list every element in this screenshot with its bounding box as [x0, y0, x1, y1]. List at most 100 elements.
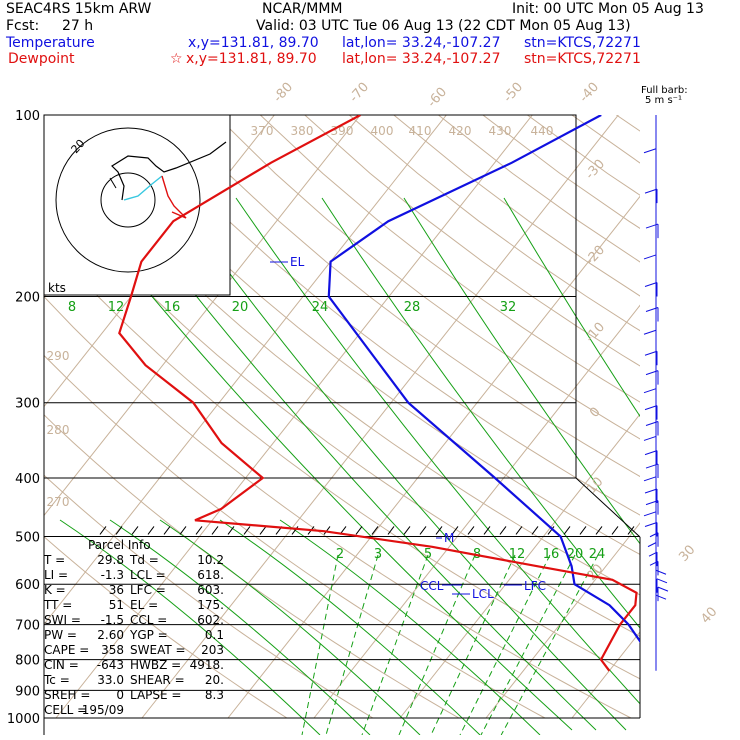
parcel-info-title: Parcel Info — [88, 538, 151, 552]
temperature-xy: x,y=131.81, 89.70 — [188, 35, 319, 51]
temperature-latlon: lat,lon= 33.24,-107.27 — [342, 35, 501, 51]
hatch-mark — [563, 526, 571, 535]
sounding-series — [118, 115, 640, 672]
hatch-mark — [419, 526, 427, 535]
mixing-ratio-label: 28 — [404, 300, 421, 315]
parcel-key-2: SHEAR = — [130, 673, 185, 687]
parcel-row: SREH = 0 LAPSE = 8.3 — [44, 688, 230, 703]
isotherm-line — [55, 115, 533, 719]
dewpoint-stn: stn=KTCS,72271 — [524, 51, 641, 67]
isotherm-label: 30 — [676, 542, 698, 564]
mixing-ratio-label: 20 — [232, 300, 249, 315]
hatch-mark — [291, 526, 299, 535]
parcel-key-2: EL = — [130, 598, 159, 612]
dry-adiabat-line — [304, 115, 640, 367]
parcel-key-2: LCL = — [130, 568, 166, 582]
dry-adiabat-line — [126, 115, 640, 516]
isotherm-line — [141, 115, 619, 719]
isotherm-label: -80 — [271, 80, 296, 106]
dry-adiabat-line — [259, 115, 640, 403]
hatch-mark — [531, 526, 539, 535]
hodograph-ring-inner — [100, 172, 156, 228]
pressure-label: 900 — [15, 684, 40, 699]
dewpoint-marker-icon: ☆ — [170, 51, 183, 67]
parcel-value-2: 4918. — [189, 658, 224, 672]
isotherm-line — [399, 413, 640, 719]
moist-adiabat-line — [59, 519, 321, 735]
wind-barb-flag — [643, 254, 657, 260]
moist-adiabat-line — [235, 197, 640, 705]
wind-barb-flag — [644, 450, 658, 456]
fcst-value: 27 h — [62, 18, 94, 34]
dry-adiabat-label: 290 — [47, 349, 70, 363]
isotherm-label: -30 — [583, 157, 608, 183]
parcel-key-2: LFC = — [130, 583, 166, 597]
dry-adiabat-line — [44, 237, 640, 680]
pressure-label: 800 — [15, 654, 40, 669]
moist-adiabat-line — [403, 197, 640, 545]
model-name: SEAC4RS 15km ARW — [6, 1, 152, 17]
dewpoint-xy: x,y=131.81, 89.70 — [186, 51, 317, 67]
mixing-ratio-label: 5 — [424, 547, 432, 562]
wind-barb-flag — [644, 488, 658, 494]
hatch-mark — [579, 526, 587, 535]
wind-barb-flag — [643, 435, 657, 441]
hatch-mark — [515, 526, 523, 535]
parcel-value: 36 — [108, 583, 124, 597]
dewpoint-line — [118, 115, 638, 672]
parcel-value-2: 20. — [204, 673, 224, 687]
moist-adiabat-line — [279, 519, 541, 735]
hatch-mark — [147, 526, 155, 535]
wind-barb-flag — [643, 329, 657, 335]
isotherm-line — [44, 115, 361, 517]
parcel-key-2: CCL = — [130, 613, 168, 627]
moist-adiabat-line — [109, 519, 371, 735]
hodograph-trace — [111, 141, 227, 201]
parcel-key: T = — [44, 553, 66, 567]
dry-adiabat-label: 400 — [371, 124, 394, 138]
wind-barb-flag — [644, 282, 658, 287]
parcel-key-2: SWEAT = — [130, 643, 186, 657]
hodograph-trace-low — [123, 175, 163, 201]
hodograph-marker — [109, 177, 117, 189]
parcel-key: CELL = — [44, 703, 88, 717]
parcel-value: 51 — [108, 598, 124, 612]
parcel-key: K = — [44, 583, 66, 597]
hatch-mark — [627, 526, 635, 535]
dewpoint-latlon: lat,lon= 33.24,-107.27 — [342, 51, 501, 67]
annotation-lfc: LFC — [524, 579, 546, 593]
mixing-ratio-line — [325, 554, 379, 735]
mixing-ratio-label: 16 — [543, 547, 560, 562]
init-time: Init: 00 UTC Mon 05 Aug 13 — [512, 1, 704, 17]
parcel-value-2: 175. — [197, 598, 224, 612]
mixing-ratio-label: 24 — [312, 300, 329, 315]
hatch-mark — [259, 526, 267, 535]
parcel-row: T = 29.8 Td = 10.2 — [44, 553, 230, 568]
parcel-key: SREH = — [44, 688, 91, 702]
pressure-label: 500 — [15, 530, 40, 545]
pressure-label: 1000 — [7, 712, 40, 727]
dry-adiabat-label: 270 — [47, 495, 70, 509]
wind-barb-flag — [643, 148, 657, 154]
hatch-mark — [211, 526, 219, 535]
parcel-key-2: YGP = — [130, 628, 168, 642]
parcel-value-2: 10.2 — [197, 553, 224, 567]
center-name: NCAR/MMM — [262, 1, 343, 17]
parcel-row: SWI = -1.5 CCL = 602. — [44, 613, 230, 628]
barb-note-1: Full barb: — [641, 85, 688, 96]
wind-barb-flag — [644, 350, 658, 356]
temperature-stn: stn=KTCS,72271 — [524, 35, 641, 51]
parcel-row: Tc = 33.0 SHEAR = 20. — [44, 673, 230, 688]
hatch-mark — [195, 526, 203, 535]
mixing-ratio-label: 16 — [164, 300, 181, 315]
temperature-label: Temperature — [6, 35, 95, 51]
hatch-mark — [547, 526, 555, 535]
parcel-value-2: 0.1 — [204, 628, 224, 642]
wind-barb-flag — [644, 405, 658, 411]
pressure-label: 200 — [15, 291, 40, 306]
hatch-mark — [323, 526, 331, 535]
wind-barb-flag — [643, 476, 657, 482]
hatch-mark — [595, 526, 603, 535]
wind-barb-flag — [657, 586, 669, 592]
parcel-row: CIN = -643 HWBZ = 4918. — [44, 658, 230, 673]
